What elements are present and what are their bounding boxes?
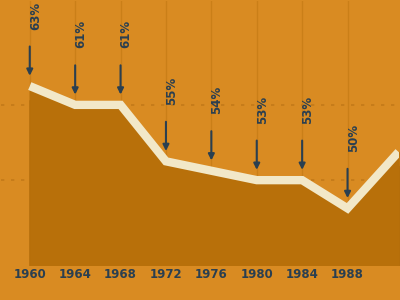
Text: 63%: 63% bbox=[29, 2, 42, 30]
Text: 61%: 61% bbox=[120, 20, 133, 48]
Text: 55%: 55% bbox=[165, 76, 178, 105]
Text: 50%: 50% bbox=[347, 124, 360, 152]
Text: 61%: 61% bbox=[74, 20, 87, 48]
Text: 53%: 53% bbox=[256, 96, 269, 124]
Text: 54%: 54% bbox=[210, 86, 224, 114]
Text: 53%: 53% bbox=[301, 96, 314, 124]
